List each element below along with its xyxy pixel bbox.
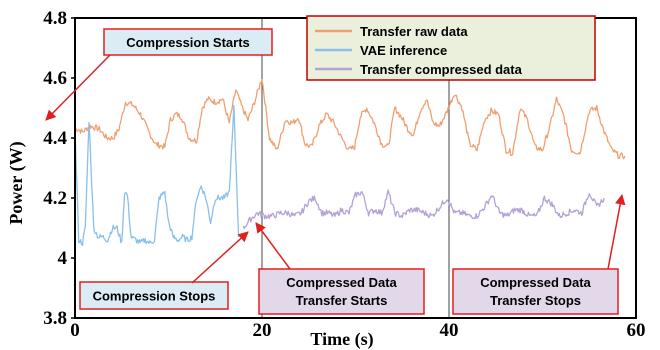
annotation-arrow bbox=[45, 54, 111, 121]
axis-ticks: 3.8 4 4.2 4.4 4.6 4.8 0 20 40 60 bbox=[43, 8, 645, 341]
annotation-text: Compressed Data bbox=[286, 275, 397, 290]
x-tick-label: 20 bbox=[253, 320, 272, 341]
annotation-text: Compression Starts bbox=[126, 35, 250, 50]
annotations: Compression Starts Compression Stops Compr… bbox=[45, 28, 626, 315]
annotation-4: Compressed Data Transfer Stops bbox=[452, 193, 626, 315]
legend-label-3: Transfer compressed data bbox=[360, 62, 523, 77]
legend-label-2: VAE inference bbox=[360, 43, 447, 58]
y-tick-label: 3.8 bbox=[43, 308, 67, 329]
y-tick-label: 4.2 bbox=[43, 188, 67, 209]
y-tick-label: 4.6 bbox=[43, 68, 67, 89]
annotation-box bbox=[103, 28, 273, 56]
y-axis-title: Power (W) bbox=[6, 141, 27, 224]
annotation-arrow bbox=[191, 231, 249, 284]
legend-box bbox=[306, 15, 596, 81]
y-tick-label: 4.4 bbox=[43, 128, 67, 149]
annotation-1: Compression Starts bbox=[45, 28, 273, 121]
annotation-3: Compressed Data Transfer Starts bbox=[255, 222, 425, 315]
series-layer bbox=[74, 79, 626, 246]
annotation-arrow bbox=[255, 222, 291, 270]
annotation-arrow bbox=[607, 193, 626, 270]
x-tick-label: 60 bbox=[627, 320, 646, 341]
legend: Transfer raw data VAE inference Transfer c… bbox=[306, 15, 596, 81]
annotation-box bbox=[79, 281, 229, 310]
annotation-box bbox=[258, 268, 425, 315]
y-tick-label: 4.8 bbox=[43, 8, 67, 29]
series-line-1 bbox=[74, 79, 626, 160]
annotation-text-line2: Transfer Stops bbox=[490, 293, 581, 308]
annotation-text: Compression Stops bbox=[93, 289, 216, 304]
annotation-2: Compression Stops bbox=[79, 231, 249, 310]
annotation-text: Compressed Data bbox=[480, 275, 591, 290]
x-axis-title: Time (s) bbox=[310, 329, 373, 350]
x-tick-label: 0 bbox=[70, 320, 80, 341]
annotation-text-line2: Transfer Starts bbox=[296, 293, 388, 308]
annotation-box bbox=[452, 268, 619, 315]
x-tick-label: 40 bbox=[440, 320, 459, 341]
y-tick-label: 4 bbox=[58, 248, 68, 269]
legend-label-1: Transfer raw data bbox=[360, 24, 468, 39]
series-line-3 bbox=[242, 189, 605, 230]
series-line-2 bbox=[74, 104, 240, 246]
